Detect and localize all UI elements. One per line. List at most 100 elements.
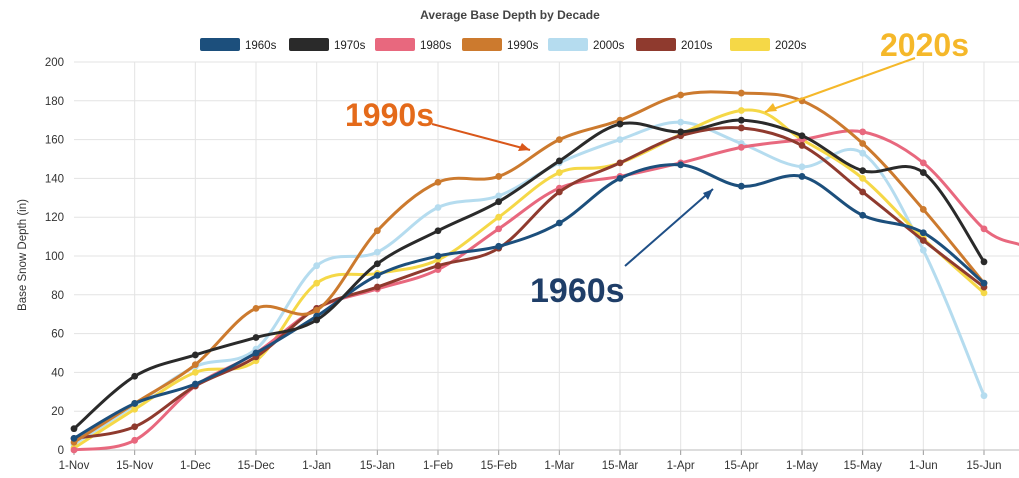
x-tick-label: 1-Jun: [909, 460, 938, 472]
data-point-2000s-15-jan: [373, 248, 381, 256]
x-tick-label: 1-Feb: [423, 460, 453, 472]
data-point-1970s-15-feb: [495, 198, 503, 206]
data-point-1960s-1-nov: [70, 434, 78, 442]
data-point-1960s-15-feb: [495, 242, 503, 250]
data-point-1980s-1-nov: [70, 446, 78, 454]
data-point-1970s-15-may: [859, 167, 867, 175]
data-point-2010s-15-mar: [616, 159, 624, 167]
data-point-1960s-15-may: [859, 211, 867, 219]
data-point-1970s-1-dec: [191, 351, 199, 359]
series-line-1970s: [72, 118, 986, 431]
data-point-1960s-15-dec: [252, 349, 260, 357]
data-point-2010s-1-jun: [919, 237, 927, 244]
x-tick-label: 1-Mar: [544, 460, 574, 472]
legend-item-2000s[interactable]: 2000s: [548, 38, 625, 52]
data-point-2020s-15-feb: [495, 213, 503, 221]
data-point-1960s-15-mar: [616, 175, 624, 182]
data-point-2000s-1-jan: [313, 262, 321, 270]
data-point-1970s-1-feb: [434, 227, 442, 235]
data-point-1960s-1-jun: [919, 229, 927, 237]
x-tick-label: 15-Feb: [480, 460, 516, 472]
data-point-1960s-15-jan: [373, 272, 381, 279]
legend-swatch: [200, 38, 240, 51]
y-axis-ticks: 0 20 40 60 80 100 120 140 160 180 200: [45, 57, 64, 457]
data-point-1970s-15-dec: [252, 334, 260, 341]
data-point-1960s-1-feb: [434, 252, 442, 260]
data-point-2020s-1-dec: [191, 369, 199, 376]
data-point-1960s-15-nov: [131, 400, 139, 407]
legend-item-1970s[interactable]: 1970s: [289, 38, 366, 52]
series-1960s: [70, 161, 988, 442]
data-point-2000s-1-feb: [434, 204, 442, 211]
legend-swatch: [730, 38, 770, 51]
data-point-1980s-15-apr: [737, 143, 745, 151]
x-tick-label: 1-Apr: [667, 460, 695, 472]
legend-swatch: [289, 38, 329, 51]
data-point-1990s-1-dec: [191, 361, 199, 369]
x-tick-label: 1-Nov: [59, 460, 90, 472]
data-point-1970s-1-nov: [70, 425, 78, 433]
data-point-1990s-15-may: [859, 140, 867, 147]
annotation-1990s-label: 1990s: [345, 97, 434, 133]
data-point-1980s-15-may: [859, 128, 867, 136]
data-point-1970s-15-apr: [737, 116, 745, 124]
y-tick-label: 80: [51, 290, 64, 302]
data-point-1990s-15-jan: [373, 227, 381, 235]
legend-label: 2010s: [681, 40, 713, 52]
data-point-1960s-1-dec: [191, 380, 199, 388]
series-line-2020s: [72, 108, 986, 450]
annotation-1960s-label: 1960s: [530, 272, 625, 310]
series-line-2000s: [72, 120, 986, 446]
data-point-1960s-15-jun: [980, 279, 988, 287]
data-point-1970s-15-nov: [131, 372, 139, 380]
x-tick-label: 15-Mar: [602, 460, 639, 472]
series-1970s: [70, 116, 988, 433]
legend-item-2010s[interactable]: 2010s: [636, 38, 713, 52]
data-point-1970s-15-jun: [980, 258, 988, 266]
data-point-2010s-15-jan: [373, 283, 381, 291]
series-line-2010s: [72, 126, 986, 440]
data-point-1970s-15-mar: [616, 120, 624, 128]
y-tick-label: 40: [51, 367, 64, 379]
data-point-1980s-15-nov: [131, 436, 139, 444]
data-point-2020s-1-jan: [313, 279, 321, 287]
legend-label: 2000s: [593, 40, 625, 52]
x-tick-label: 1-Dec: [180, 460, 211, 472]
data-point-1990s-1-jun: [919, 206, 927, 213]
data-point-1990s-1-feb: [434, 178, 442, 186]
data-point-2010s-15-may: [859, 188, 867, 196]
y-tick-label: 60: [51, 329, 64, 341]
x-tick-label: 15-Apr: [724, 460, 759, 472]
legend-item-1980s[interactable]: 1980s: [375, 38, 452, 52]
x-tick-label: 15-Nov: [116, 460, 153, 472]
series-layer: [70, 89, 1019, 454]
data-point-2000s-15-mar: [616, 136, 624, 144]
data-point-1970s-1-jun: [919, 169, 927, 176]
chart-title: Average Base Depth by Decade: [420, 8, 600, 22]
data-point-2010s-15-apr: [737, 124, 745, 132]
data-point-1960s-15-apr: [737, 182, 745, 190]
legend-label: 2020s: [775, 40, 807, 52]
data-point-1990s-15-dec: [252, 304, 260, 312]
y-tick-label: 20: [51, 406, 64, 418]
data-point-2020s-15-apr: [737, 107, 745, 114]
legend-label: 1960s: [245, 40, 277, 52]
y-tick-label: 0: [58, 445, 64, 457]
x-tick-label: 15-Jan: [360, 460, 395, 472]
annotation-1990s-arrow: [431, 123, 531, 151]
data-point-2010s-1-may: [798, 142, 806, 149]
data-point-2000s-15-may: [859, 149, 867, 157]
data-point-1990s-15-feb: [495, 173, 503, 180]
y-tick-label: 160: [45, 135, 64, 147]
legend[interactable]: 1960s 1970s 1980s 1990s 2000s 2010s 2020s: [200, 38, 807, 52]
legend-item-2020s[interactable]: 2020s: [730, 38, 807, 52]
data-point-1970s-1-jan: [313, 316, 321, 324]
data-point-1980s-15-jun: [980, 225, 988, 233]
data-point-2010s-15-nov: [131, 423, 139, 431]
annotation-1960s-arrowhead: [703, 189, 713, 200]
legend-item-1990s[interactable]: 1990s: [462, 38, 539, 52]
annotation-1990s-arrowhead: [518, 143, 530, 151]
x-axis-ticks: 1-Nov 15-Nov 1-Dec 15-Dec 1-Jan 15-Jan 1-Feb 15…: [59, 450, 1002, 472]
data-point-1990s-15-apr: [737, 89, 745, 97]
legend-item-1960s[interactable]: 1960s: [200, 38, 277, 52]
